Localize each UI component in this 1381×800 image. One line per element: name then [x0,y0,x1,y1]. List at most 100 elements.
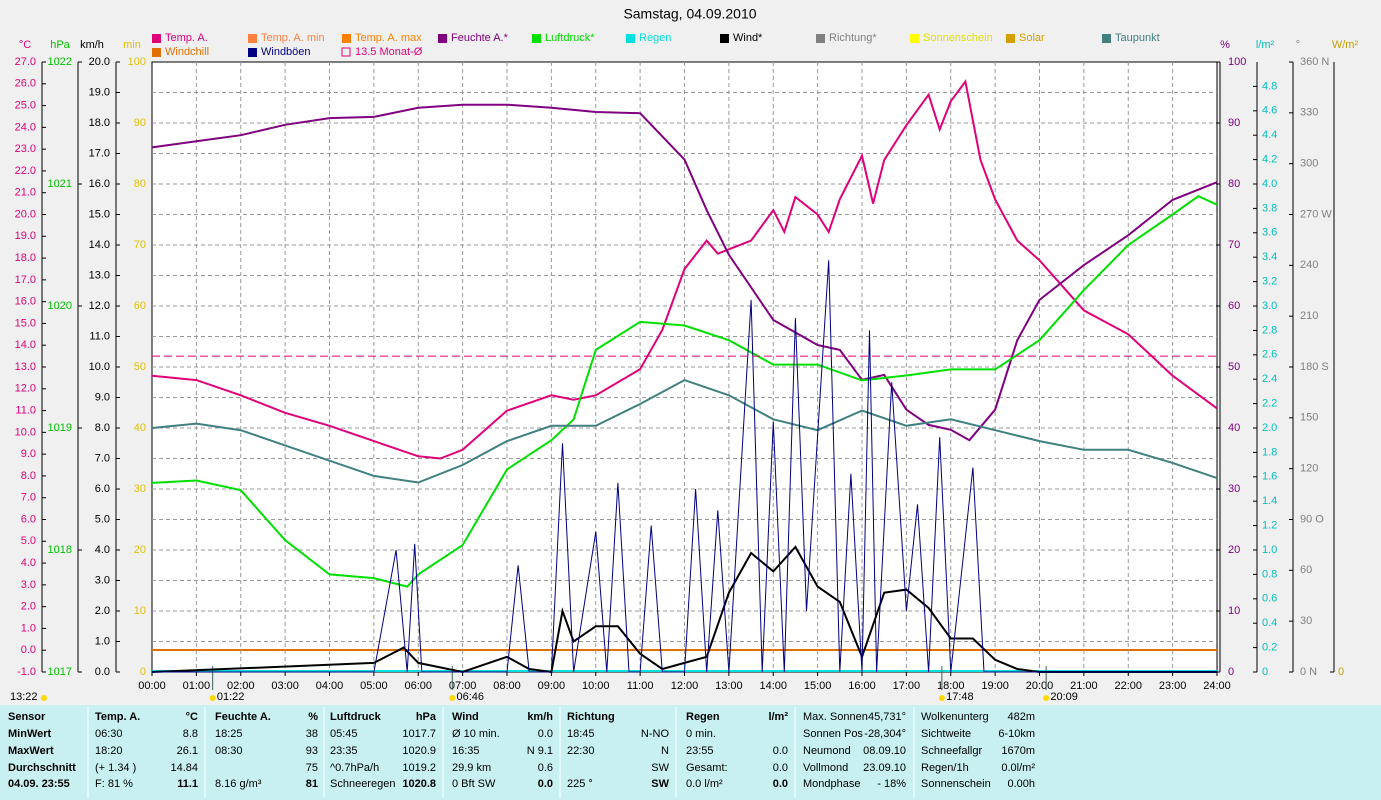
x-tick-label: 11:00 [627,680,654,692]
y-tick-label: 23.0 [15,143,36,155]
y-tick-label: 0 N [1300,666,1317,678]
y-tick-label: 300 [1300,158,1318,170]
marker-icon [449,695,456,701]
x-tick-label: 03:00 [271,680,299,692]
y-tick-label: 1018 [48,544,72,556]
y-tick-label: -1.0 [17,666,36,678]
legend-label: Luftdruck* [545,32,595,44]
table-cell: Regen [686,711,720,723]
y-tick-label: 2.2 [1262,398,1277,410]
x-tick-label: 06:00 [404,680,432,692]
y-tick-label: 90 [1228,117,1240,129]
marker-icon [1043,695,1050,701]
table-cell: N 9.1 [527,745,553,757]
y-tick-label: 15.0 [89,208,110,220]
y-tick-label: 4.2 [1262,154,1277,166]
table-cell: 0.0 [773,778,788,790]
y-tick-label: 4.6 [1262,105,1277,117]
y-tick-label: 80 [134,178,146,190]
y-tick-label: 3.6 [1262,227,1277,239]
table-cell: - 18% [877,778,906,790]
y-tick-label: 70 [134,239,146,251]
y-tick-label: 30 [1300,615,1312,627]
x-tick-label: 21:00 [1070,680,1098,692]
y-tick-label: 0.0 [21,644,36,656]
marker-icon [938,695,945,701]
y-tick-label: 5.0 [95,513,110,525]
table-cell: km/h [527,711,553,723]
summary-panel [0,705,1381,800]
table-cell: F: 81 % [95,778,133,790]
table-cell: °C [186,711,198,723]
table-cell: Sensor [8,711,46,723]
y-tick-label: 9.0 [21,448,36,460]
y-tick-label: 120 [1300,463,1318,475]
legend-label: 13.5 Monat-Ø [355,46,423,58]
series-line [151,195,1218,588]
y-tick-label: 1.2 [1262,520,1277,532]
y-tick-label: 30 [1228,483,1240,495]
axis-title: °C [19,39,31,51]
y-tick-label: 9.0 [95,391,110,403]
table-cell: Vollmond [803,762,848,774]
table-cell: Temp. A. [95,711,140,723]
table-cell: N-NO [641,728,670,740]
y-tick-label: 1.0 [95,635,110,647]
y-tick-label: 16.0 [89,178,110,190]
table-cell: 1020.8 [402,778,436,790]
y-tick-label: 4.0 [1262,178,1277,190]
axis-title: km/h [80,39,104,51]
y-tick-label: 20 [1228,544,1240,556]
x-tick-label: 08:00 [493,680,521,692]
legend-label: Temp. A. min [261,32,325,44]
y-tick-label: 210 [1300,310,1318,322]
y-tick-label: 8.0 [21,470,36,482]
y-tick-label: 30 [134,483,146,495]
legend-swatch [532,34,541,43]
table-cell: MaxWert [8,745,54,757]
table-cell: l/m² [768,711,788,723]
y-tick-label: 18.0 [89,117,110,129]
x-tick-label: 16:00 [848,680,876,692]
x-tick-label: 17:00 [893,680,921,692]
y-tick-label: 180 S [1300,361,1329,373]
series-line [151,379,1218,484]
current-time: 13:22 [10,691,38,703]
legend-label: Sonnenschein [923,32,993,44]
table-cell: 0.00h [1007,778,1035,790]
axis-title: l/m² [1256,39,1275,51]
legend-swatch [438,34,447,43]
x-tick-label: 13:00 [715,680,743,692]
y-tick-label: 150 [1300,412,1318,424]
y-tick-label: 21.0 [15,187,36,199]
axis-title: % [1220,39,1230,51]
y-tick-label: 240 [1300,259,1318,271]
legend-swatch [910,34,919,43]
table-cell: Ø 10 min. [452,728,500,740]
table-cell: -28,304° [864,728,906,740]
y-tick-label: 270 W [1300,208,1332,220]
table-cell: 06:30 [95,728,123,740]
table-cell: Schneeregen [330,778,395,790]
x-tick-label: 20:00 [1026,680,1054,692]
y-tick-label: 11.0 [89,330,110,342]
y-tick-label: 4.0 [95,544,110,556]
y-tick-label: 90 [134,117,146,129]
legend-label: Solar [1019,32,1045,44]
table-cell: Neumond [803,745,851,757]
y-tick-label: 3.8 [1262,202,1277,214]
y-tick-label: 2.4 [1262,373,1277,385]
table-cell: Gesamt: [686,762,728,774]
legend-swatch [626,34,635,43]
table-cell: 0.0 [773,745,788,757]
table-cell: 0.0 [773,762,788,774]
y-tick-label: 50 [134,361,146,373]
x-tick-label: 19:00 [981,680,1009,692]
legend-swatch [1102,34,1111,43]
table-cell: Durchschnitt [8,762,76,774]
y-tick-label: 3.0 [95,574,110,586]
table-cell: Schneefallgr [921,745,982,757]
y-tick-label: 20.0 [89,56,110,68]
table-cell: 23:55 [686,745,714,757]
